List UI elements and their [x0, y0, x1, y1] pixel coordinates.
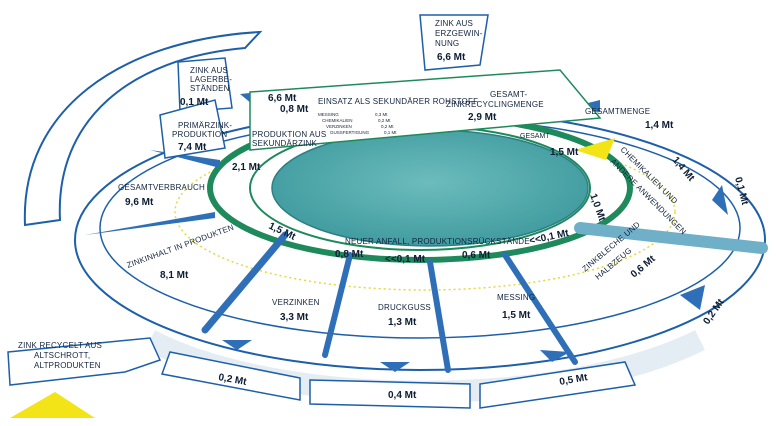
- sek-detail-1-value: 0,3 Mt: [375, 112, 388, 117]
- gesamtverbrauch-value: 9,6 Mt: [125, 197, 154, 208]
- spokes: [201, 222, 768, 373]
- bottom-box-1: 0,2 Mt: [217, 372, 247, 388]
- einsatz-label: EINSATZ ALS SEKUNDÄRER ROHSTOFF: [318, 97, 478, 106]
- gesamtverbrauch-label: GESAMTVERBRAUCH: [118, 183, 205, 192]
- ring-value-1: 0,8 Mt: [335, 249, 364, 260]
- gesamtmenge-value: 1,4 Mt: [645, 120, 674, 131]
- center-pool: [271, 129, 589, 247]
- sekundaer-band: [249, 69, 602, 151]
- lager-label-3: STÄNDEN: [190, 84, 230, 93]
- gesamt-small-label: GESAMT: [520, 133, 550, 140]
- recycelt-arrow: [7, 337, 162, 386]
- lager-label-2: LAGERBE-: [190, 75, 232, 84]
- ring-value-2: <<0,1 Mt: [385, 254, 426, 265]
- erz-value: 6,6 Mt: [437, 52, 466, 63]
- primaer-label-2: PRODUKTION: [172, 130, 227, 139]
- recycelt-label-3: ALTPRODUKTEN: [34, 361, 101, 370]
- outer-flow-band: [23, 30, 263, 227]
- lagerbestand-box: [177, 57, 233, 113]
- lager-label-1: ZINK AUS: [190, 66, 228, 75]
- produktion-sek-value: 2,1 Mt: [232, 162, 261, 173]
- recycling-value: 2,9 Mt: [468, 112, 497, 123]
- sek-detail-1-label: MESSING: [318, 112, 339, 117]
- yellow-triangle-left: [10, 392, 95, 418]
- product-verzinken-label: VERZINKEN: [272, 298, 320, 307]
- einsatz-value-b: 0,8 Mt: [280, 104, 309, 115]
- product-messing-value: 1,5 Mt: [502, 310, 531, 321]
- primaer-value: 7,4 Mt: [178, 142, 207, 153]
- produktion-sek-label-1: PRODUKTION AUS: [252, 130, 326, 139]
- erz-label-1: ZINK AUS: [435, 19, 473, 28]
- bottom-box-2: 0,4 Mt: [388, 390, 417, 401]
- bottom-box-3: 0,5 Mt: [559, 372, 589, 388]
- sek-detail-3-label: VERZINKEN: [326, 124, 352, 129]
- recycling-label-1: GESAMT-: [490, 90, 528, 99]
- recycling-label-2: ZINKRECYCLINGMENGE: [446, 100, 544, 109]
- product-messing-label: MESSING: [497, 293, 535, 302]
- erz-label-3: NUNG: [435, 39, 459, 48]
- primaer-label-1: PRIMÄRZINK-: [178, 121, 232, 130]
- recycelt-label-2: ALTSCHROTT,: [34, 351, 90, 360]
- sek-detail-2-label: CHEMIKALIEN: [322, 118, 353, 123]
- sek-detail-2-value: 0,2 Mt: [378, 118, 391, 123]
- einsatz-value-a: 6,6 Mt: [268, 93, 297, 104]
- produktion-sek-label-2: SEKUNDÄRZINK: [252, 139, 318, 148]
- zinkinhalt-value: 8,1 Mt: [160, 270, 189, 281]
- product-verzinken-value: 3,3 Mt: [280, 312, 309, 323]
- gesamt-small-value: 1,5 Mt: [550, 147, 579, 158]
- product-druckguss-value: 1,3 Mt: [388, 317, 417, 328]
- sek-detail-4-label: GUSSFERTIGUNG: [330, 130, 370, 135]
- primaer-box: [159, 99, 226, 159]
- recycelt-label-1: ZINK RECYCELT AUS: [18, 341, 102, 350]
- ring-value-3: 0,6 Mt: [462, 250, 491, 261]
- sek-detail-4-value: 0,1 Mt: [384, 130, 397, 135]
- lager-value: 0,1 Mt: [180, 97, 209, 108]
- yellow-triangle-right: [575, 138, 615, 160]
- erz-label-2: ERZGEWIN-: [435, 29, 483, 38]
- neuer-anfall-label: NEUER ANFALL, PRODUKTIONSRÜCKSTÄNDE: [345, 237, 530, 246]
- gesamtmenge-label: GESAMTMENGE: [585, 107, 650, 116]
- erzgewinnung-box: [419, 14, 489, 71]
- product-druckguss-label: DRUCKGUSS: [378, 303, 431, 312]
- bottom-boxes: [160, 351, 637, 409]
- sek-detail-3-value: 0,2 Mt: [381, 124, 394, 129]
